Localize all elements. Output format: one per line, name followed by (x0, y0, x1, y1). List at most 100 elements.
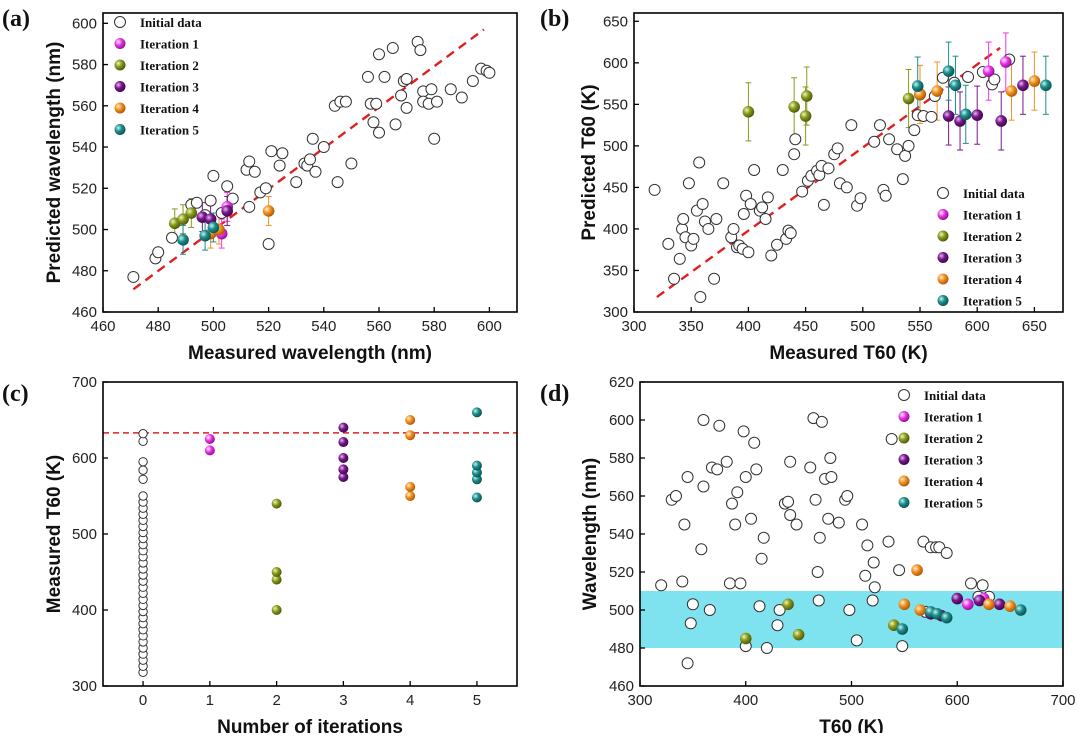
legend-label-initial: Initial data (924, 388, 986, 403)
x-tick-label: 480 (146, 318, 171, 335)
y-tick-label: 500 (603, 138, 628, 155)
y-tick-label: 300 (603, 304, 628, 321)
initial-data-point (789, 133, 802, 146)
initial-data-point (290, 176, 303, 189)
legend-label-it5: Iteration 5 (140, 123, 199, 138)
initial-data-point (867, 556, 880, 569)
legend-marker-it2 (937, 230, 949, 242)
initial-data-point (811, 566, 824, 578)
y-tick-label: 580 (609, 450, 634, 467)
it5-point (471, 460, 482, 471)
initial-data-point (760, 642, 773, 654)
legend-label-it5: Iteration 5 (924, 496, 983, 511)
legend-marker-it4 (898, 475, 910, 487)
it3-point (338, 437, 349, 448)
it5-point (949, 79, 962, 92)
x-axis-label: Number of iterations (217, 717, 403, 733)
initial-data-point (744, 198, 757, 211)
initial-data-point (832, 516, 845, 529)
initial-data-point (883, 133, 896, 146)
plot-frame (639, 381, 1064, 687)
panel-a: 460 480 500 520 540 560 580 600 460 480 500 520 540 5… (2, 6, 518, 364)
initial-data-point (681, 657, 694, 670)
it4-point (262, 205, 275, 217)
initial-data-point (711, 463, 724, 476)
panel-b: 300 350 400 450 500 550 600 650 300 350 400 450 500 5… (540, 6, 1064, 364)
it2-point (792, 628, 805, 641)
initial-data-point (843, 604, 856, 616)
y-tick-label: 480 (72, 263, 97, 280)
legend-label-it4: Iteration 4 (140, 101, 199, 116)
initial-data-point (713, 419, 726, 432)
initial-data-point (361, 70, 374, 83)
initial-data-point (682, 177, 695, 190)
legend-label-it3: Iteration 3 (963, 251, 1022, 266)
it2-point (742, 106, 755, 118)
initial-data-point (813, 531, 826, 544)
it2-point (799, 110, 812, 122)
initial-data-point (259, 182, 272, 195)
it4-point (1005, 85, 1018, 97)
initial-data-point (727, 222, 740, 235)
it3-point (993, 598, 1006, 611)
initial-data-point (400, 101, 413, 114)
it4-point (405, 415, 416, 425)
initial-data-point (856, 518, 869, 531)
initial-data-point (248, 165, 261, 178)
initial-data-point (812, 594, 825, 607)
initial-data-point (127, 270, 140, 283)
x-tick-label: 600 (965, 318, 990, 335)
it3-point (221, 205, 233, 217)
initial-data-point (731, 486, 744, 499)
legend-label-it2: Iteration 2 (963, 229, 1022, 244)
it5-point (940, 611, 953, 624)
it4-point (898, 598, 911, 611)
initial-data-point (317, 141, 330, 154)
initial-data-point (809, 493, 822, 506)
initial-data-point (265, 145, 278, 158)
initial-data-point (784, 455, 797, 468)
x-axis-label: T60 (K) (819, 717, 883, 733)
y-tick-label: 350 (603, 262, 628, 279)
initial-data-point (702, 222, 715, 235)
legend-marker-it2 (114, 59, 126, 71)
x-tick-label: 520 (256, 318, 281, 335)
y-tick-label: 500 (72, 222, 97, 239)
panel-d: 300 400 500 600 700 460 480 500 520 540 560 580 600 6… (540, 374, 1076, 738)
it3-point (1017, 79, 1029, 92)
legend-marker-it3 (114, 81, 126, 92)
legend-marker-initial (898, 389, 910, 401)
it5-point (471, 492, 482, 503)
initial-data-point (204, 194, 217, 207)
plot-frame (633, 12, 1064, 313)
x-tick-label: 2 (272, 692, 280, 709)
legend-label-it5: Iteration 5 (963, 294, 1022, 309)
it4-point (983, 598, 995, 611)
y-tick-label: 500 (609, 602, 634, 619)
it4-point (911, 564, 923, 576)
y-tick-label: 700 (72, 374, 97, 391)
initial-data-point (339, 95, 352, 108)
initial-data-point (824, 452, 837, 464)
y-axis-label: Predicted T60 (K) (579, 84, 600, 240)
initial-data-point (190, 196, 203, 209)
initial-data-point (306, 132, 319, 145)
y-tick-label: 600 (609, 412, 634, 429)
initial-data-point (940, 547, 953, 559)
initial-data-point (695, 543, 708, 556)
initial-data-point (720, 455, 733, 468)
initial-data-point (226, 192, 239, 205)
it1-point (962, 598, 974, 611)
plot-frame (102, 381, 518, 687)
initial-data-point (400, 72, 413, 85)
initial-data-point (748, 436, 761, 449)
it4-point (405, 491, 416, 501)
legend-marker-it5 (898, 497, 910, 508)
initial-data-point (386, 42, 399, 55)
legend-marker-it5 (937, 295, 949, 306)
y-tick-label: 500 (72, 526, 97, 543)
initial-data-point (677, 212, 690, 225)
it1-point (1000, 56, 1012, 68)
x-tick-label: 560 (366, 318, 391, 335)
